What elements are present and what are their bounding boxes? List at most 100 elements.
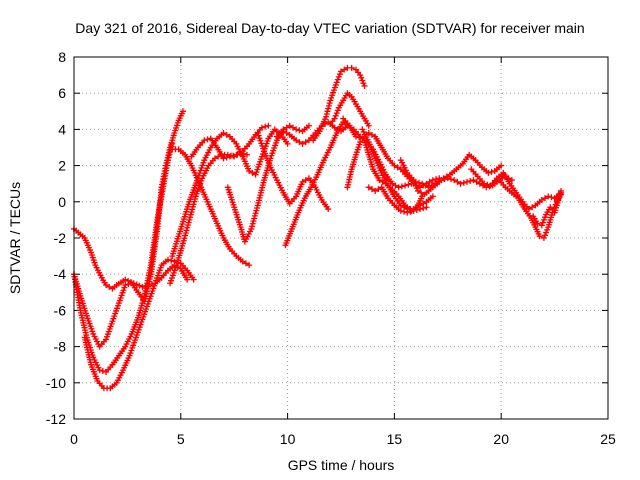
data-point <box>103 282 110 289</box>
data-point <box>428 182 435 189</box>
tick-labels: 0 5 10 15 20 25 -12 -10 -8 -6 -4 -2 0 2 4 6 8 <box>46 49 616 447</box>
data-point <box>106 283 113 290</box>
data-point <box>96 367 103 374</box>
x-tick-label: 25 <box>600 431 616 447</box>
series-line <box>470 168 562 210</box>
data-point <box>331 115 338 122</box>
data-point <box>483 184 490 191</box>
data-point <box>164 157 171 164</box>
data-point <box>246 262 253 269</box>
y-tick-label: -4 <box>54 266 67 282</box>
data-point <box>417 184 424 191</box>
y-axis-label: SDTVAR / TECUs <box>7 182 23 294</box>
x-tick-label: 10 <box>280 431 296 447</box>
data-point <box>305 122 312 129</box>
data-point <box>539 219 546 226</box>
data-point <box>404 209 411 216</box>
data-point <box>334 76 341 83</box>
data-point <box>488 168 495 175</box>
data-point <box>481 180 488 187</box>
data-point <box>540 235 547 241</box>
data-point <box>365 122 372 129</box>
data-point <box>334 126 341 133</box>
data-point <box>429 177 436 184</box>
data-point <box>164 256 171 263</box>
data-point <box>293 137 300 144</box>
data-point <box>470 177 477 184</box>
series-arc-17 <box>359 126 436 213</box>
series-arc-3 <box>71 140 176 375</box>
y-tick-label: 0 <box>58 194 66 210</box>
data-point <box>283 130 290 137</box>
data-point <box>293 126 300 133</box>
chart-title: Day 321 of 2016, Sidereal Day-to-day VTE… <box>75 20 584 36</box>
data-point <box>299 140 306 147</box>
y-tick-label: 8 <box>58 49 66 65</box>
y-tick-label: 4 <box>58 121 66 137</box>
data-point <box>405 181 412 188</box>
data-point <box>325 206 332 213</box>
data-point <box>223 154 230 161</box>
data-point <box>407 208 414 215</box>
data-point <box>204 136 211 143</box>
data-point <box>166 151 173 158</box>
plot-series <box>71 64 565 392</box>
data-point <box>538 222 545 229</box>
data-point <box>289 124 296 131</box>
data-point <box>249 169 256 176</box>
data-point <box>323 111 330 118</box>
data-point <box>498 162 505 169</box>
data-point <box>324 108 331 115</box>
data-point <box>451 177 458 184</box>
data-point <box>236 149 243 156</box>
data-point <box>536 233 543 240</box>
data-point <box>558 187 565 194</box>
data-point <box>296 139 303 146</box>
data-point <box>418 189 425 196</box>
data-point <box>454 178 461 185</box>
data-point <box>99 368 106 375</box>
data-point <box>258 124 265 131</box>
data-point <box>168 143 175 150</box>
data-point <box>190 276 197 283</box>
series-arc-10 <box>254 130 332 213</box>
y-tick-label: 2 <box>58 158 66 174</box>
data-point <box>429 193 436 200</box>
data-point <box>435 178 442 185</box>
data-point <box>417 206 424 213</box>
data-point <box>262 123 269 130</box>
data-point <box>334 107 341 114</box>
data-point <box>460 179 467 186</box>
data-point <box>184 276 191 283</box>
series-arc-14 <box>327 90 372 129</box>
data-point <box>431 180 438 187</box>
data-point <box>541 214 548 221</box>
data-point <box>233 151 240 158</box>
y-tick-label: -10 <box>46 375 66 391</box>
axis-ticks <box>73 56 609 420</box>
data-point <box>398 183 405 190</box>
x-axis-label: GPS time / hours <box>288 457 395 473</box>
series-arc-21 <box>468 166 565 213</box>
data-point <box>239 258 246 265</box>
data-point <box>165 154 172 161</box>
data-point <box>426 178 433 185</box>
data-point <box>365 130 372 137</box>
data-point <box>325 102 332 109</box>
data-point <box>397 202 404 209</box>
data-point <box>419 180 426 187</box>
plot-frame <box>73 56 609 420</box>
y-tick-label: -6 <box>54 302 67 318</box>
data-point <box>391 162 398 169</box>
data-point <box>335 73 342 80</box>
data-point <box>444 175 451 182</box>
data-point <box>529 204 536 211</box>
data-point <box>397 207 404 214</box>
data-point <box>485 169 492 176</box>
data-point <box>356 134 363 141</box>
y-tick-label: -12 <box>46 411 66 427</box>
data-point <box>302 139 309 146</box>
data-point <box>541 232 548 239</box>
data-point <box>171 258 178 265</box>
